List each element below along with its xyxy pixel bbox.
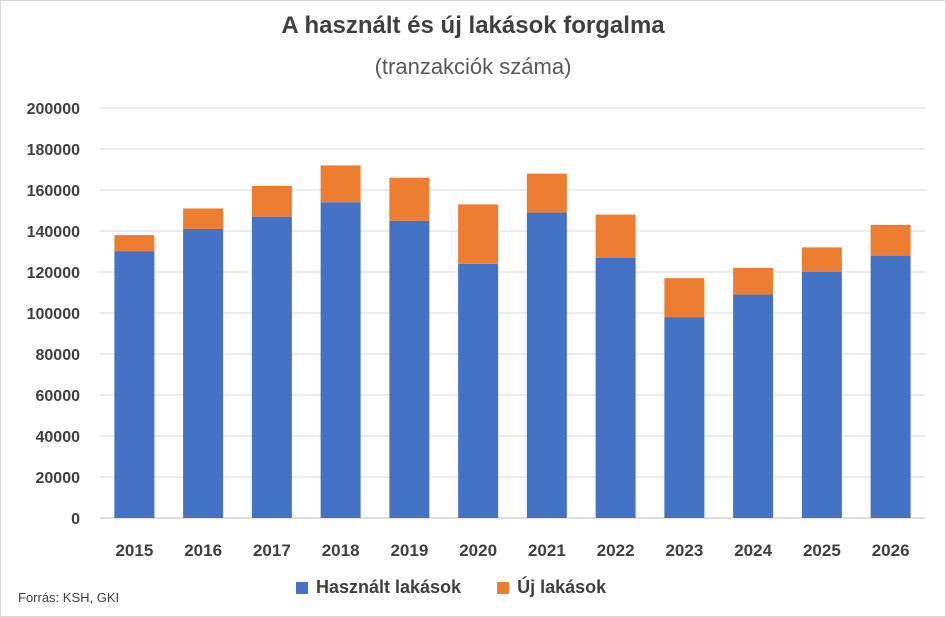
- x-tick-label: 2016: [184, 541, 222, 560]
- x-tick-label: 2022: [597, 541, 635, 560]
- legend-label-used: Használt lakások: [316, 577, 462, 597]
- x-tick-label: 2017: [253, 541, 291, 560]
- bar-used: [320, 202, 361, 519]
- x-tick-label: 2025: [803, 541, 841, 560]
- bar-used: [526, 212, 567, 519]
- bar-new: [870, 224, 911, 256]
- bar-new: [801, 247, 842, 272]
- y-tick-label: 200000: [27, 101, 80, 118]
- legend-item-used: Használt lakások: [296, 577, 461, 598]
- bar-used: [183, 228, 224, 518]
- bar-new: [320, 165, 361, 203]
- bar-used: [801, 272, 842, 518]
- chart-title: A használt és új lakások forgalma: [281, 12, 665, 39]
- source-note: Forrás: KSH, GKI: [18, 590, 120, 605]
- bar-new: [664, 278, 705, 318]
- bar-used: [595, 257, 636, 518]
- bar-new: [114, 235, 155, 252]
- bar-new: [595, 214, 636, 258]
- chart-subtitle: (tranzakciók száma): [374, 54, 572, 79]
- x-tick-label: 2024: [734, 541, 772, 560]
- y-tick-label: 20000: [36, 470, 81, 487]
- y-tick-label: 160000: [27, 183, 80, 200]
- y-tick-label: 0: [71, 511, 80, 528]
- bar-used: [114, 251, 155, 518]
- bar-new: [251, 185, 292, 217]
- x-tick-label: 2020: [459, 541, 497, 560]
- bar-used: [733, 294, 774, 518]
- y-tick-label: 60000: [36, 388, 81, 405]
- bar-used: [870, 255, 911, 518]
- bar-used: [251, 216, 292, 518]
- bar-new: [458, 204, 499, 264]
- y-tick-label: 80000: [36, 347, 81, 364]
- y-tick-label: 140000: [27, 224, 80, 241]
- x-tick-label: 2021: [528, 541, 566, 560]
- bar-new: [389, 177, 430, 221]
- x-tick-label: 2023: [665, 541, 703, 560]
- y-tick-label: 120000: [27, 265, 80, 282]
- x-tick-label: 2018: [322, 541, 360, 560]
- y-tick-label: 40000: [36, 429, 81, 446]
- bar-new: [526, 173, 567, 213]
- legend-swatch-new: [497, 581, 510, 594]
- legend-label-new: Új lakások: [517, 577, 607, 597]
- legend: Használt lakások Új lakások: [296, 577, 642, 598]
- x-tick-label: 2015: [115, 541, 153, 560]
- x-tick-label: 2019: [390, 541, 428, 560]
- bar-new: [733, 267, 774, 295]
- bar-used: [458, 263, 499, 518]
- bar-used: [664, 317, 705, 518]
- legend-item-new: Új lakások: [497, 577, 606, 598]
- bar-new: [183, 208, 224, 229]
- legend-swatch-used: [296, 581, 308, 594]
- y-tick-label: 180000: [27, 142, 80, 159]
- x-tick-label: 2026: [872, 541, 910, 560]
- y-tick-label: 100000: [27, 306, 80, 323]
- bar-used: [389, 220, 430, 518]
